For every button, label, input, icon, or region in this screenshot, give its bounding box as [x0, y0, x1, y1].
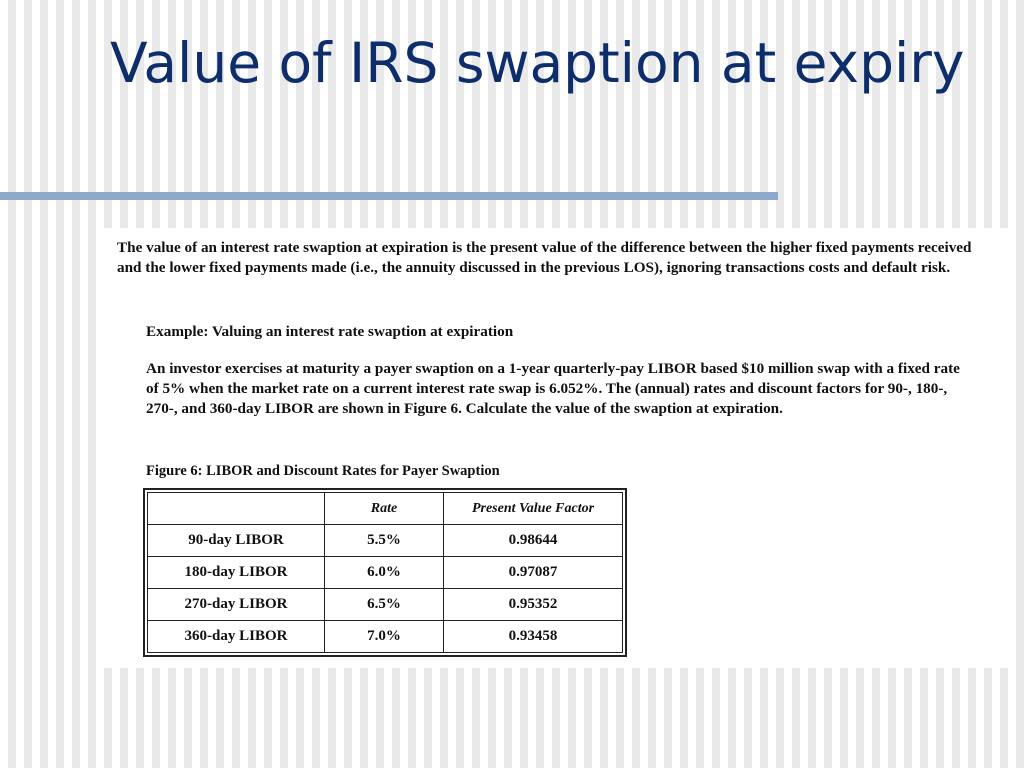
table-row: 270-day LIBOR 6.5% 0.95352: [147, 588, 623, 621]
row-pv-factor: 0.93458: [443, 620, 623, 653]
table-row: 90-day LIBOR 5.5% 0.98644: [147, 524, 623, 557]
row-label: 180-day LIBOR: [147, 556, 325, 589]
slide-title: Value of IRS swaption at expiry: [110, 31, 965, 95]
row-rate: 7.0%: [324, 620, 444, 653]
table-row: 360-day LIBOR 7.0% 0.93458: [147, 620, 623, 653]
row-label: 270-day LIBOR: [147, 588, 325, 621]
header-cell-pv-factor: Present Value Factor: [443, 492, 623, 525]
row-label: 90-day LIBOR: [147, 524, 325, 557]
figure-caption: Figure 6: LIBOR and Discount Rates for P…: [146, 463, 500, 479]
libor-table: Rate Present Value Factor 90-day LIBOR 5…: [147, 492, 623, 653]
example-title: Example: Valuing an interest rate swapti…: [146, 323, 514, 340]
header-cell-rate: Rate: [324, 492, 444, 525]
row-rate: 5.5%: [324, 524, 444, 557]
row-rate: 6.0%: [324, 556, 444, 589]
row-pv-factor: 0.97087: [443, 556, 623, 589]
title-divider: [0, 192, 778, 200]
scanned-document: The value of an interest rate swaption a…: [103, 228, 1013, 668]
row-label: 360-day LIBOR: [147, 620, 325, 653]
row-rate: 6.5%: [324, 588, 444, 621]
libor-table-frame: Rate Present Value Factor 90-day LIBOR 5…: [143, 488, 627, 657]
table-header-row: Rate Present Value Factor: [147, 492, 623, 525]
table-row: 180-day LIBOR 6.0% 0.97087: [147, 556, 623, 589]
header-cell-empty: [147, 492, 325, 525]
row-pv-factor: 0.95352: [443, 588, 623, 621]
intro-paragraph: The value of an interest rate swaption a…: [117, 239, 972, 276]
example-body: An investor exercises at maturity a paye…: [146, 360, 960, 417]
row-pv-factor: 0.98644: [443, 524, 623, 557]
